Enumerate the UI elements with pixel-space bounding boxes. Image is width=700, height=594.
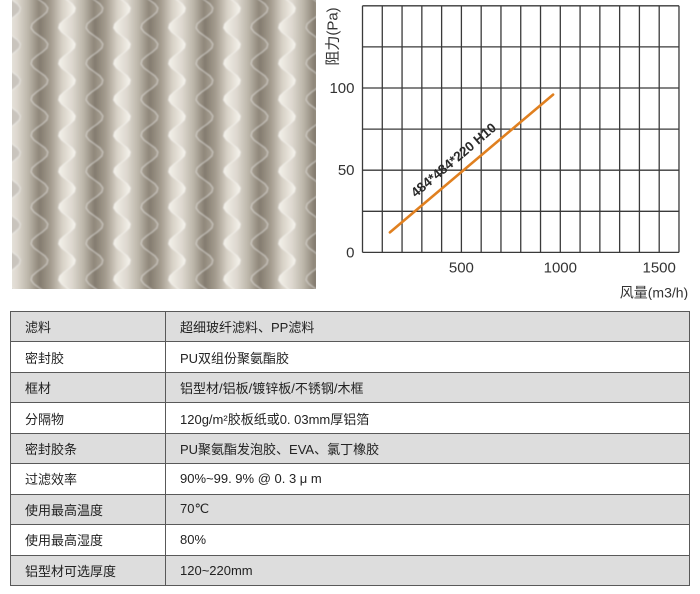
svg-text:1000: 1000 bbox=[544, 259, 577, 276]
svg-text:阻力(Pa): 阻力(Pa) bbox=[325, 7, 342, 65]
svg-text:风量(m3/h): 风量(m3/h) bbox=[620, 284, 688, 300]
svg-text:100: 100 bbox=[329, 80, 354, 97]
svg-text:1500: 1500 bbox=[643, 259, 676, 276]
svg-text:0: 0 bbox=[346, 244, 354, 261]
svg-text:50: 50 bbox=[338, 162, 355, 179]
svg-text:500: 500 bbox=[449, 259, 474, 276]
